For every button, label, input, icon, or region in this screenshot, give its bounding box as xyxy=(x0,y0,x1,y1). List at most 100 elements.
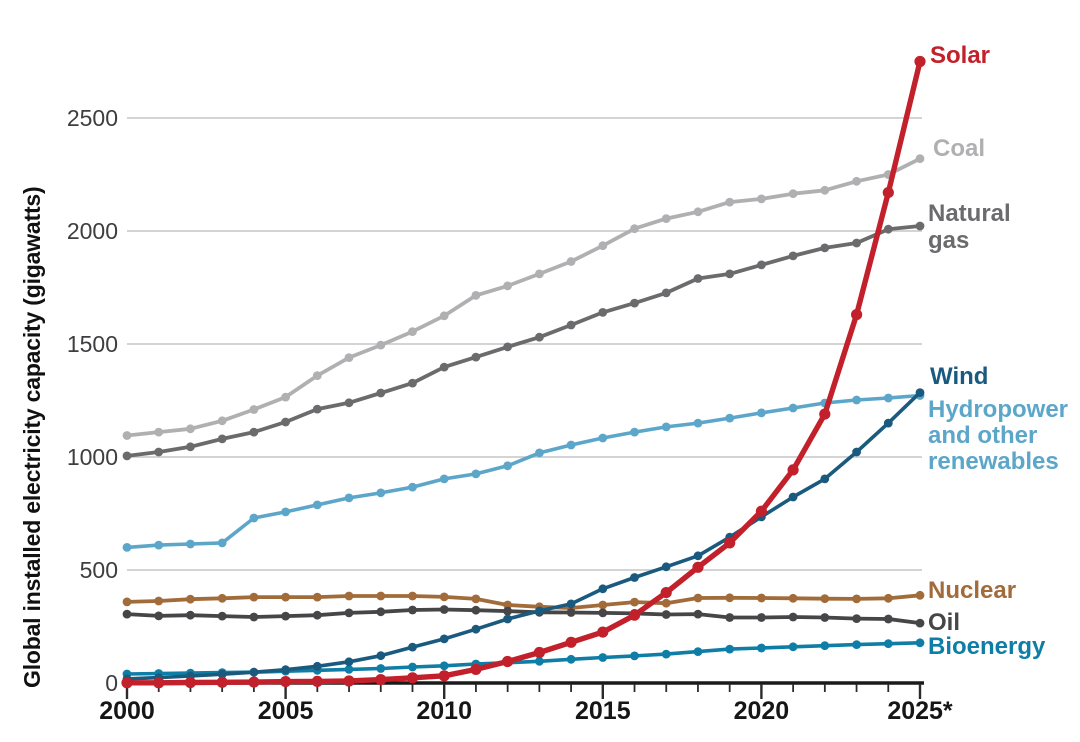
data-point xyxy=(661,610,671,619)
series-line-natural-gas xyxy=(125,224,922,458)
data-point xyxy=(408,378,417,388)
data-point xyxy=(249,612,259,622)
data-point xyxy=(787,464,799,476)
x-tick-label: 2010 xyxy=(416,697,472,725)
data-point xyxy=(249,405,259,414)
data-point xyxy=(788,189,798,199)
y-axis-tick-labels: 0 500 1000 1500 2000 2500 xyxy=(67,105,118,696)
data-point xyxy=(852,640,861,649)
data-point xyxy=(217,593,227,603)
data-point xyxy=(503,606,512,616)
data-point xyxy=(186,539,195,549)
data-point xyxy=(661,649,671,659)
data-point xyxy=(693,609,703,619)
data-point xyxy=(439,634,449,644)
data-point xyxy=(882,187,894,199)
data-point xyxy=(630,298,639,308)
data-point xyxy=(153,677,165,689)
x-axis xyxy=(125,681,924,699)
series-line-wind xyxy=(125,390,922,681)
data-point xyxy=(566,320,576,330)
series-line-coal xyxy=(125,156,922,438)
data-point xyxy=(471,605,481,615)
series-label-text: Hydropower xyxy=(928,396,1068,423)
data-point xyxy=(820,474,830,484)
y-axis-title: Global installed electricity capacity (g… xyxy=(19,187,45,688)
data-point xyxy=(217,434,227,444)
y-tick-label: 0 xyxy=(105,670,118,696)
data-point xyxy=(281,392,290,402)
series-natural-gas xyxy=(122,221,925,461)
data-point xyxy=(249,592,259,602)
data-point xyxy=(820,243,830,253)
series-line-solar xyxy=(124,58,923,686)
data-point xyxy=(693,418,703,428)
data-point xyxy=(122,609,132,619)
data-point xyxy=(376,388,386,398)
data-point xyxy=(725,197,735,207)
data-point xyxy=(408,662,417,672)
data-point xyxy=(661,214,671,224)
data-point xyxy=(438,670,450,682)
data-point xyxy=(788,251,798,261)
data-point xyxy=(693,207,703,217)
data-point xyxy=(725,413,735,423)
series-label-text: Wind xyxy=(930,363,988,390)
data-point xyxy=(312,500,322,510)
data-point xyxy=(630,651,639,661)
data-point xyxy=(566,654,576,664)
data-point xyxy=(914,55,926,68)
data-point xyxy=(724,537,736,549)
data-point xyxy=(693,551,703,561)
data-point xyxy=(248,676,260,688)
data-point xyxy=(535,656,544,666)
series-line-nuclear xyxy=(125,593,922,610)
data-point xyxy=(503,281,512,291)
data-point xyxy=(376,340,386,350)
data-point xyxy=(312,592,322,602)
data-point xyxy=(661,422,671,432)
data-point xyxy=(915,618,925,628)
data-point xyxy=(281,592,290,602)
data-point xyxy=(661,562,671,572)
data-point xyxy=(533,646,546,659)
data-point xyxy=(408,642,417,652)
data-series xyxy=(121,55,926,689)
data-point xyxy=(915,590,925,600)
data-point xyxy=(788,612,798,622)
data-point xyxy=(217,669,227,679)
series-label-text: Nuclear xyxy=(928,577,1016,604)
data-point xyxy=(883,224,893,234)
data-point xyxy=(820,613,830,622)
data-point xyxy=(343,675,355,687)
data-point xyxy=(693,274,703,283)
data-point xyxy=(598,433,608,443)
y-tick-label: 1500 xyxy=(67,331,118,357)
data-point xyxy=(186,442,195,452)
data-point xyxy=(154,611,164,621)
data-point xyxy=(725,593,735,603)
data-point xyxy=(628,609,641,621)
data-point xyxy=(852,238,861,248)
data-point xyxy=(471,594,481,604)
data-point xyxy=(788,642,798,652)
series-oil xyxy=(122,605,925,628)
data-point xyxy=(566,608,576,617)
data-point xyxy=(471,291,481,300)
data-point xyxy=(311,675,323,688)
data-point xyxy=(344,591,354,601)
data-point xyxy=(757,643,766,653)
series-hydropower-and-other-renewables xyxy=(122,391,925,552)
data-point xyxy=(154,540,164,550)
data-point xyxy=(344,493,354,503)
data-point xyxy=(376,607,386,617)
data-point xyxy=(915,221,925,231)
data-point xyxy=(820,185,830,195)
data-point xyxy=(788,593,798,603)
data-point xyxy=(755,505,768,517)
data-point xyxy=(852,176,861,186)
data-point xyxy=(503,342,512,352)
data-point xyxy=(281,611,290,621)
